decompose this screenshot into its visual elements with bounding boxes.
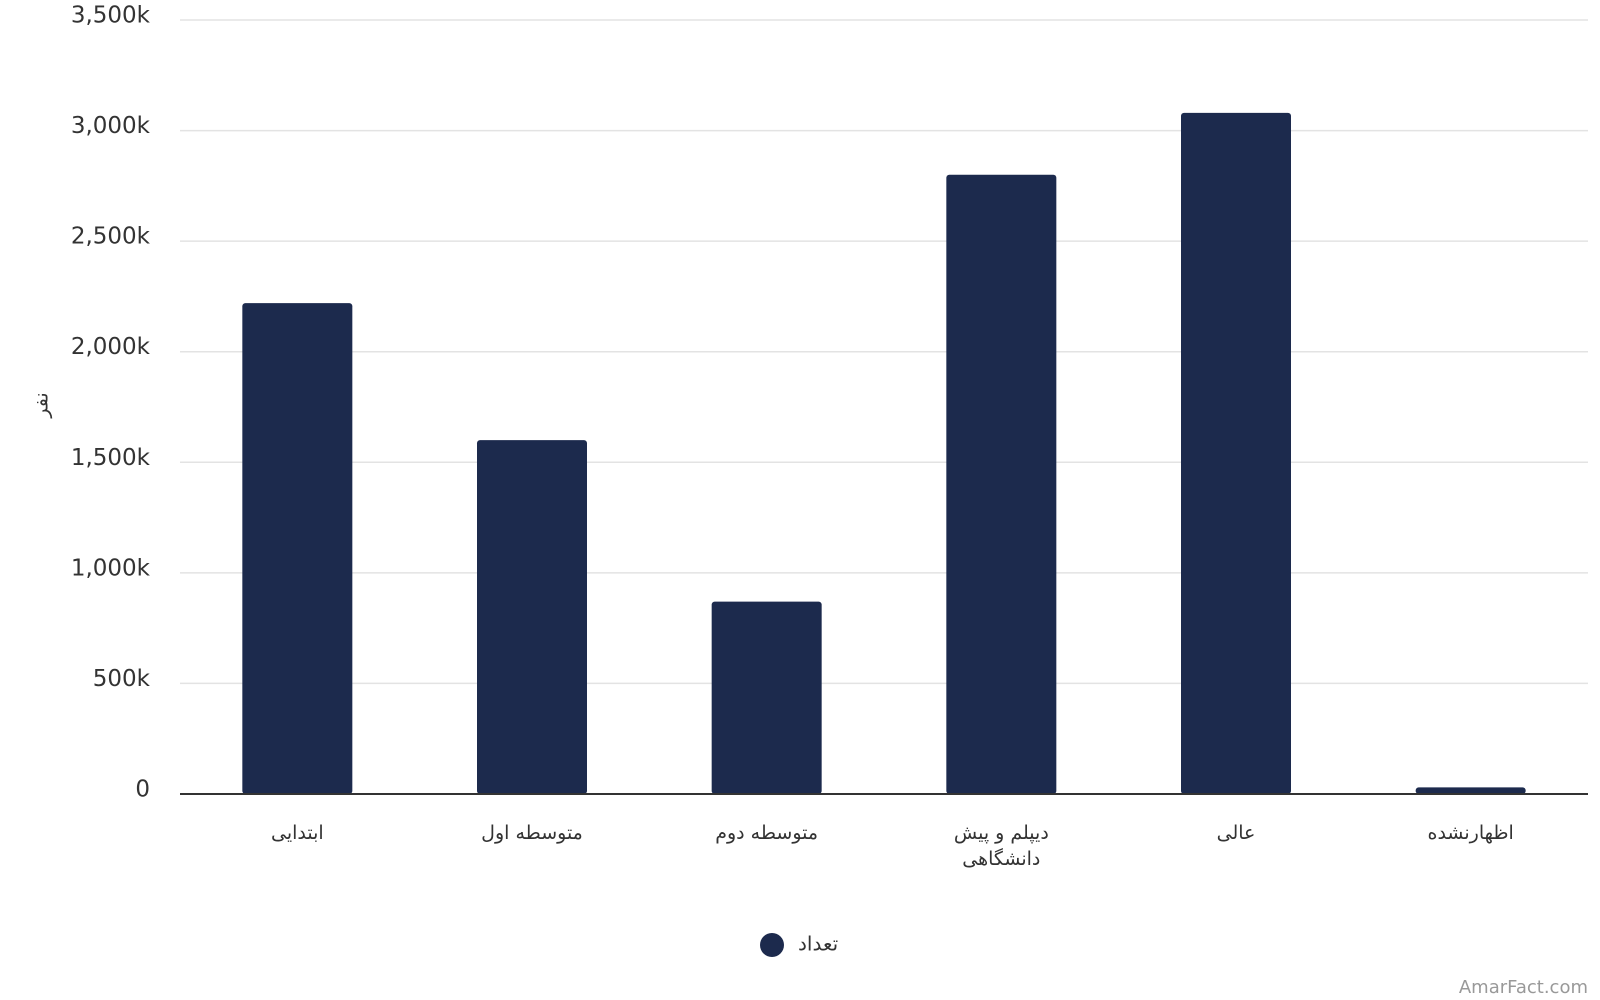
legend-label: تعداد bbox=[798, 932, 838, 956]
y-tick-label: 0 bbox=[135, 777, 150, 803]
y-tick-label: 1,500k bbox=[71, 445, 151, 471]
y-tick-label: 2,500k bbox=[71, 224, 151, 250]
y-tick-label: 500k bbox=[93, 666, 151, 692]
watermark: AmarFact.com bbox=[1459, 977, 1588, 998]
bar bbox=[1415, 787, 1526, 794]
bar bbox=[477, 440, 587, 794]
x-tick-label: اظهارنشده bbox=[1427, 822, 1514, 844]
y-tick-label: 3,000k bbox=[71, 113, 151, 139]
y-tick-label: 3,500k bbox=[71, 3, 151, 29]
y-tick-label: 2,000k bbox=[71, 334, 151, 360]
bar bbox=[711, 601, 822, 794]
bar bbox=[242, 303, 353, 794]
x-tick-label: ابتدایی bbox=[270, 822, 324, 844]
y-axis-label: نفر bbox=[31, 392, 53, 418]
x-tick-label: عالی bbox=[1216, 822, 1256, 844]
x-tick-label: متوسطه اول bbox=[481, 822, 583, 844]
x-tick-label: دیپلم و پیش دانشگاهی bbox=[953, 822, 1049, 870]
x-tick-label: متوسطه دوم bbox=[715, 822, 819, 844]
bar bbox=[946, 174, 1057, 795]
bar bbox=[1181, 112, 1291, 794]
y-tick-label: 1,000k bbox=[71, 555, 151, 581]
legend-marker bbox=[760, 933, 784, 957]
